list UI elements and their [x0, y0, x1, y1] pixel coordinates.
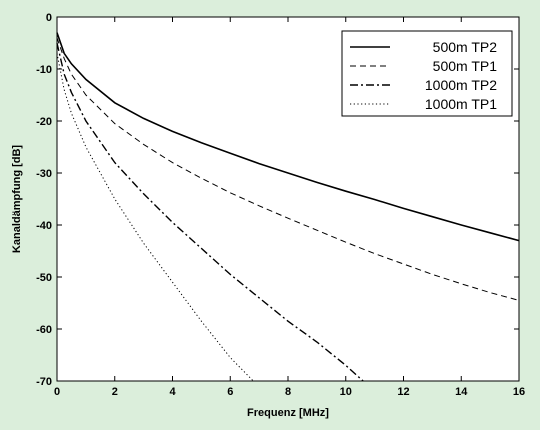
legend-label: 1000m TP2 — [425, 77, 497, 93]
x-tick-label: 16 — [513, 386, 525, 398]
x-tick-label: 14 — [455, 386, 468, 398]
y-tick-label: -70 — [36, 376, 52, 388]
legend-label: 500m TP2 — [433, 39, 498, 55]
series-line — [56, 42, 364, 382]
y-tick-label: -20 — [36, 116, 52, 128]
x-tick-label: 0 — [54, 386, 60, 398]
x-axis-label: Frequenz [MHz] — [247, 407, 329, 419]
series-lines — [56, 32, 520, 382]
y-tick-label: 0 — [46, 12, 52, 24]
x-tick-label: 12 — [397, 386, 409, 398]
series-line — [56, 32, 520, 242]
y-tick-label: -60 — [36, 324, 52, 336]
series-line — [56, 37, 520, 301]
x-tick-label: 10 — [340, 386, 352, 398]
x-tick-label: 8 — [285, 386, 291, 398]
x-tick-label: 2 — [112, 386, 118, 398]
legend-label: 1000m TP1 — [425, 96, 497, 112]
y-axis-label: Kanaldämpfung [dB] — [11, 145, 23, 253]
x-tick-label: 6 — [227, 386, 233, 398]
legend-label: 500m TP1 — [433, 58, 498, 74]
legend-entries: 500m TP2 500m TP1 1000m TP2 1000m TP1 — [350, 39, 497, 112]
axis-ticks: 0 2 4 6 8 10 12 14 16 0 -10 -20 -30 -40 -50 -60 -70 — [36, 12, 525, 398]
y-tick-label: -50 — [36, 272, 52, 284]
x-tick-label: 4 — [169, 386, 176, 398]
legend-box — [341, 30, 513, 117]
y-tick-label: -30 — [36, 168, 52, 180]
y-tick-label: -40 — [36, 220, 52, 232]
legend: 500m TP2 500m TP1 1000m TP2 1000m TP1 — [341, 30, 513, 117]
y-tick-label: -10 — [36, 64, 52, 76]
